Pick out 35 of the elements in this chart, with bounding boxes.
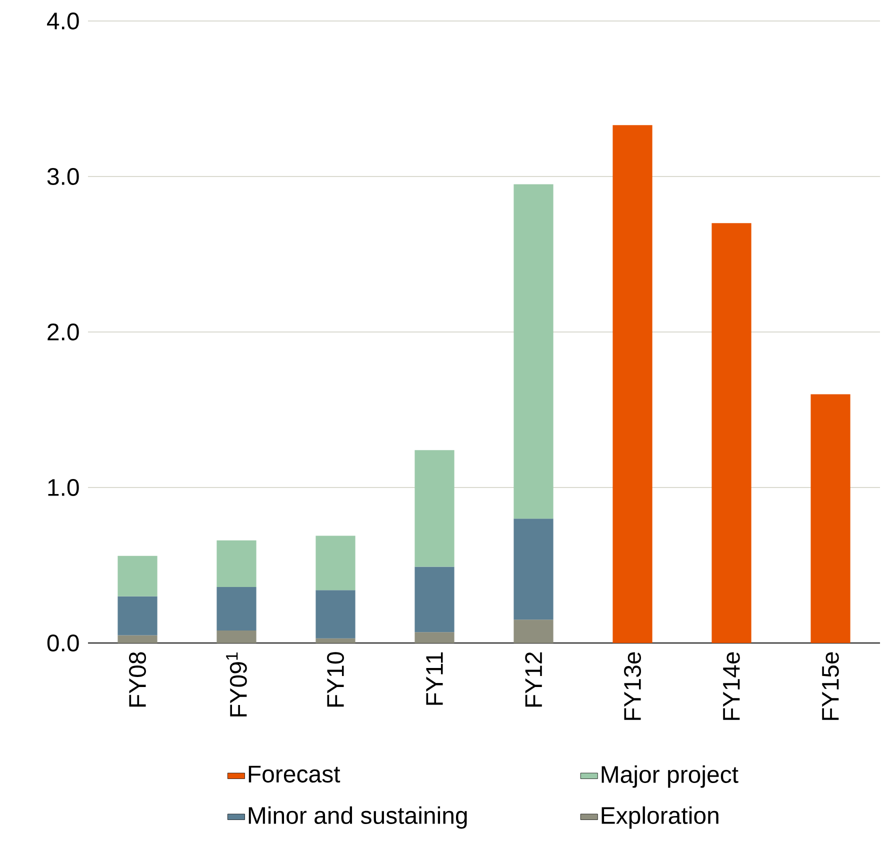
- x-tick-label: FY14e: [723, 652, 740, 720]
- bar: [414, 632, 454, 643]
- bar: [316, 590, 356, 638]
- bar: [414, 566, 454, 632]
- y-tick-label: 1.0: [48, 479, 79, 496]
- legend-label: Major project: [602, 765, 738, 788]
- bar: [216, 630, 256, 643]
- bar: [118, 596, 158, 636]
- bar: [316, 536, 356, 590]
- bar: [514, 620, 554, 643]
- bar: [118, 635, 158, 643]
- x-tick-label: FY11: [426, 652, 443, 705]
- x-tick-label: FY10: [327, 652, 344, 707]
- legend-label: Exploration: [602, 806, 718, 829]
- x-tick-label: FY12: [525, 652, 542, 707]
- bar: [514, 518, 554, 620]
- bar: [514, 184, 554, 519]
- y-tick-label: 4.0: [46, 12, 79, 30]
- y-tick-label: 0.0: [47, 634, 79, 652]
- bar: [216, 587, 256, 631]
- bar: [810, 394, 850, 643]
- x-tick-label: FY08: [129, 652, 146, 707]
- bar: [316, 638, 356, 643]
- bar: [712, 223, 752, 643]
- y-tick-label: 2.0: [48, 324, 79, 340]
- y-tick-label: 3.0: [47, 168, 79, 185]
- bar: [118, 556, 158, 596]
- x-tick-label: FY13e: [624, 652, 642, 720]
- legend-label: Minor and sustaining: [248, 806, 467, 829]
- bar: [612, 125, 652, 643]
- bar: [216, 540, 256, 588]
- x-tick-label: FY15e: [822, 652, 839, 720]
- bar: [414, 450, 454, 567]
- x-tick-label: FY09$^{1}$: [226, 652, 247, 716]
- legend-label: Forecast: [248, 766, 340, 783]
